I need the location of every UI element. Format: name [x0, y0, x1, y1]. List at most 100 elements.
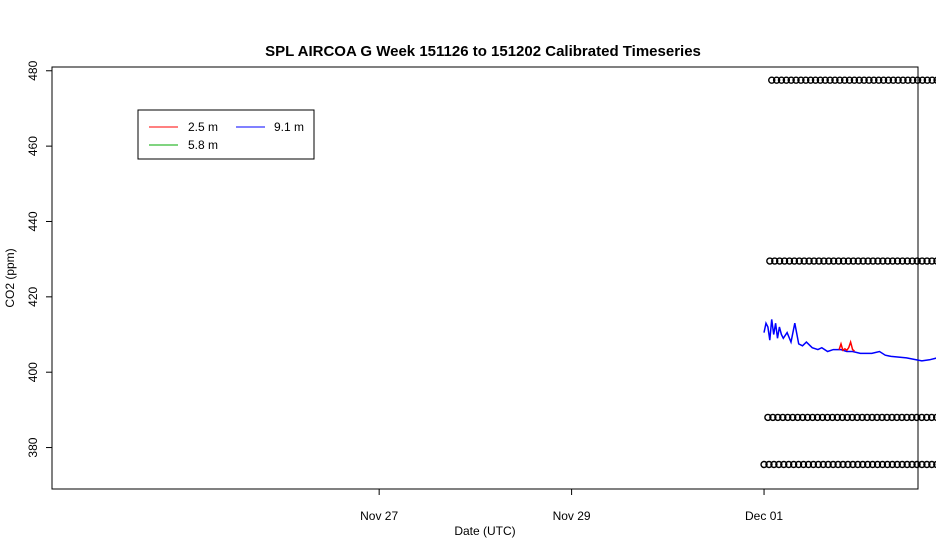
marker-row-1-point-0: [766, 257, 774, 265]
y-tick-label-0: 380: [26, 437, 40, 457]
marker-row-3-point-6: [789, 460, 798, 469]
marker-row-3-point-24: [878, 460, 887, 469]
marker-row-2-point-33: [927, 413, 936, 422]
marker-row-1-point-29: [908, 257, 916, 265]
marker-row-0-point-0: [768, 76, 776, 84]
marker-row-0-point-34: [933, 76, 936, 84]
marker-row-0-point-11: [821, 76, 829, 84]
legend: 2.5 m 5.8 m 9.1 m: [137, 109, 315, 160]
marker-row-3-point-3: [775, 460, 783, 469]
marker-row-0-point-3: [782, 76, 791, 84]
marker-row-0-point-23: [879, 76, 888, 84]
marker-row-2-point-2: [774, 413, 782, 422]
marker-row-1-point-14: [834, 257, 843, 265]
marker-row-2-point-28: [903, 413, 911, 422]
marker-row-0-point-27: [899, 76, 907, 84]
marker-row-1-point-20: [864, 257, 872, 265]
y-tick-label-1: 400: [26, 362, 40, 382]
y-tick-label-4: 460: [26, 136, 40, 156]
marker-row-3-point-13: [824, 460, 832, 469]
marker-row-1-point-24: [884, 257, 892, 265]
legend-label-2-5m: 2.5 m: [188, 120, 218, 134]
marker-row-2-point-23: [878, 413, 886, 422]
marker-row-1-point-9: [810, 257, 818, 265]
marker-row-0-point-15: [840, 76, 849, 84]
marker-row-2-point-15: [838, 413, 847, 422]
marker-row-3-point-14: [829, 460, 837, 469]
marker-row-0-point-9: [811, 76, 820, 84]
marker-row-0-point-2: [777, 76, 786, 84]
marker-row-1-point-30: [913, 257, 921, 265]
marker-row-0-point-26: [894, 76, 902, 84]
marker-row-0-point-16: [845, 76, 854, 84]
marker-row-2-point-13: [828, 413, 837, 422]
marker-row-1-point-10: [815, 257, 823, 265]
marker-row-3-point-35: [933, 460, 936, 469]
marker-row-2-point-20: [863, 413, 871, 422]
marker-row-2-point-22: [873, 413, 881, 422]
marker-row-2-point-5: [789, 413, 797, 422]
marker-rows: [760, 76, 936, 469]
marker-row-1-point-28: [903, 257, 912, 265]
marker-row-3-point-30: [908, 460, 916, 469]
marker-row-0-point-5: [792, 76, 800, 84]
marker-row-3-point-12: [819, 460, 827, 469]
y-tick-label-3: 440: [26, 211, 40, 231]
marker-row-0-point-18: [855, 76, 863, 84]
x-tick-label-1: Nov 29: [553, 509, 591, 523]
marker-row-1-point-26: [893, 257, 902, 265]
marker-row-2-point-7: [798, 413, 807, 422]
marker-row-3-point-1: [765, 460, 773, 469]
plot-frame: [51, 66, 919, 490]
marker-row-2-point-24: [883, 413, 891, 422]
marker-row-3-point-5: [785, 460, 793, 469]
marker-row-0-point-19: [860, 76, 868, 84]
marker-row-1-point-21: [869, 257, 877, 265]
marker-row-3-point-29: [903, 460, 911, 469]
marker-row-1-point-32: [923, 257, 931, 265]
marker-row-3-point-31: [913, 460, 921, 469]
y-tick-label-2: 420: [26, 287, 40, 307]
y-tick-label-5: 480: [26, 60, 40, 80]
marker-row-0-point-30: [913, 76, 922, 84]
marker-row-2-point-9: [808, 413, 817, 422]
marker-row-3-point-18: [849, 460, 857, 469]
marker-row-0-point-20: [865, 76, 873, 84]
marker-row-1-point-31: [918, 257, 926, 265]
marker-row-0-point-12: [826, 76, 834, 84]
legend-label-9-1m: 9.1 m: [274, 120, 304, 134]
marker-row-1-point-22: [874, 257, 882, 265]
marker-row-2-point-16: [843, 413, 852, 422]
marker-row-2-point-4: [784, 413, 792, 422]
marker-row-3-point-16: [839, 460, 847, 469]
marker-row-1-point-5: [790, 257, 799, 265]
marker-row-3-point-26: [888, 460, 897, 469]
marker-row-0-point-28: [904, 76, 912, 84]
marker-row-1-point-3: [780, 257, 789, 265]
marker-row-2-point-0: [764, 413, 772, 422]
marker-row-3-point-28: [898, 460, 906, 469]
marker-row-2-point-8: [803, 413, 812, 422]
x-tick-label-2: Dec 01: [745, 509, 783, 523]
marker-row-1-point-7: [800, 257, 808, 265]
marker-row-2-point-30: [913, 413, 921, 422]
x-tick-label-0: Nov 27: [360, 509, 398, 523]
marker-row-3-point-27: [893, 460, 901, 469]
series-lines: [763, 319, 936, 362]
marker-row-0-point-24: [884, 76, 893, 84]
marker-row-0-point-31: [918, 76, 927, 84]
marker-row-2-point-26: [893, 413, 901, 422]
marker-row-1-point-18: [854, 257, 862, 265]
marker-row-1-point-6: [795, 257, 803, 265]
marker-row-3-point-23: [873, 460, 882, 469]
marker-row-0-point-7: [802, 76, 810, 84]
marker-row-2-point-25: [888, 413, 896, 422]
marker-row-3-point-7: [794, 460, 803, 469]
marker-row-2-point-27: [898, 413, 906, 422]
marker-row-2-point-29: [908, 413, 916, 422]
marker-row-0-point-10: [816, 76, 825, 84]
marker-row-3-point-4: [780, 460, 788, 469]
marker-row-0-point-32: [923, 76, 932, 84]
marker-row-3-point-9: [804, 460, 813, 469]
